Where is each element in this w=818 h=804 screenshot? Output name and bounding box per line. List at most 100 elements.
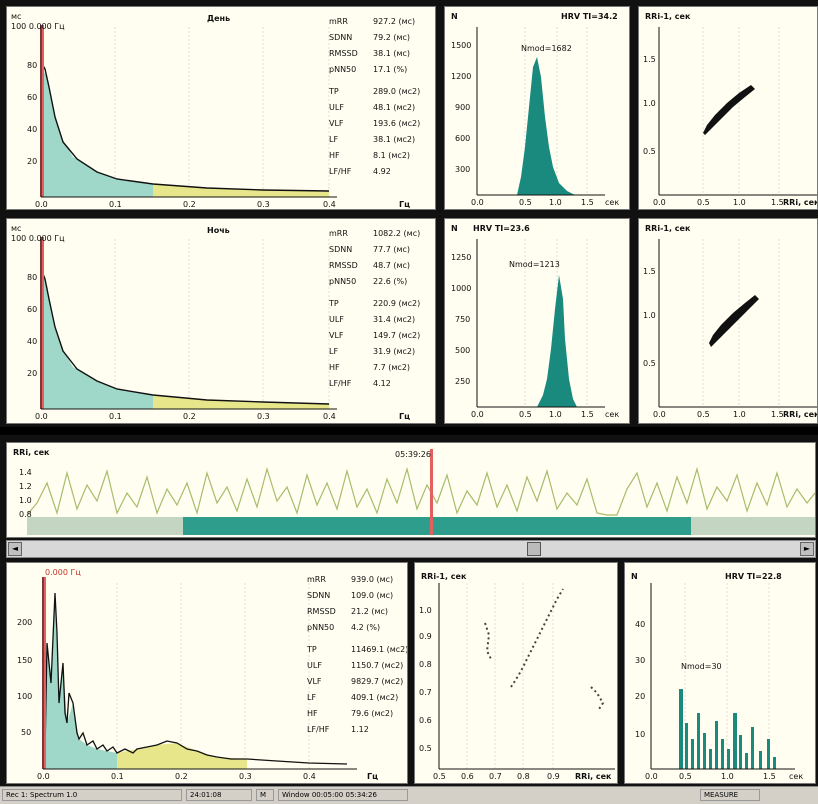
x-tick: 0.3	[257, 412, 270, 421]
day-spectrum-panel[interactable]: мс 100 0.000 Гц День 20 40 60 80 0.0 0.1…	[6, 6, 436, 210]
x-tick: 0.2	[183, 200, 196, 209]
window-scatter-points	[484, 622, 492, 660]
stat-name: TP	[329, 298, 339, 308]
x-tick: 0.8	[517, 772, 530, 781]
day-frequency-marker[interactable]	[40, 25, 44, 197]
timeline-scrollbar[interactable]: ◄ ►	[6, 540, 816, 558]
scroll-left-arrow-icon[interactable]: ◄	[8, 542, 22, 556]
x-tick: 0.9	[547, 772, 560, 781]
x-tick: 0.5	[519, 198, 532, 207]
window-spectrum-curve	[44, 592, 348, 765]
night-histogram-panel[interactable]: N HRV TI=23.6 Nmod=1213 250 500 750 1000…	[444, 218, 630, 424]
stat-value: 4.92	[373, 166, 391, 176]
night-scatter-panel[interactable]: RRi-1, сек 0.5 1.0 1.5 0.0 0.5 1.0 1.5 R…	[638, 218, 818, 424]
day-scatter-panel[interactable]: RRi-1, сек 0.5 1.0 1.5 0.0 0.5 1.0 1.5 R…	[638, 6, 818, 210]
stat-row: ULF 1150.7 (мс2)	[307, 657, 407, 673]
x-tick: 1.5	[581, 198, 594, 207]
night-frequency-marker[interactable]	[40, 237, 44, 409]
window-scatter-panel[interactable]: RRi-1, сек 1.0 0.9 0.8 0.7 0.6 0.5 0.5 0…	[414, 562, 618, 784]
y-tick: 50	[21, 728, 31, 737]
stat-row: RMSSD 48.7 (мс)	[329, 257, 433, 273]
rhythmogram-band	[27, 517, 183, 535]
stat-value: 220.9 (мс2)	[373, 298, 421, 308]
day-vlf-fill	[41, 67, 153, 197]
window-frequency-marker[interactable]	[42, 577, 46, 769]
stat-value: 48.7 (мс)	[373, 260, 411, 270]
y-tick: 10	[635, 730, 645, 739]
stat-name: LF/HF	[329, 378, 352, 388]
day-hist-mode: Nmod=1682	[521, 44, 572, 53]
day-spectrum-title: День	[207, 14, 230, 23]
status-record: Rec 1: Spectrum 1.0	[2, 789, 182, 801]
y-tick: 1.5	[643, 55, 656, 64]
night-spectrum-panel[interactable]: мс 100 0.000 Гц Ночь 20 40 60 80 0.0 0.1…	[6, 218, 436, 424]
x-tick: 1.5	[581, 410, 594, 419]
scroll-right-arrow-icon[interactable]: ►	[800, 542, 814, 556]
stat-row: HF 79.6 (мс2)	[307, 705, 407, 721]
x-tick: 0.4	[303, 772, 316, 781]
y-tick: 1.0	[643, 99, 656, 108]
x-tick: 0.6	[461, 772, 474, 781]
window-scatter-points	[590, 686, 605, 710]
stat-name: TP	[329, 86, 339, 96]
y-tick: 1000	[451, 284, 471, 293]
x-tick: 1.0	[733, 198, 746, 207]
stat-row: TP 11469.1 (мс2)	[307, 641, 407, 657]
stat-name: LF/HF	[329, 166, 352, 176]
stat-row: LF 38.1 (мс2)	[329, 131, 433, 147]
x-tick: 0.1	[111, 772, 124, 781]
y-tick: 0.7	[419, 688, 432, 697]
y-tick: 40	[27, 337, 37, 346]
y-tick: 1.0	[643, 311, 656, 320]
y-tick: 60	[27, 305, 37, 314]
x-tick: 0.2	[183, 412, 196, 421]
y-tick: 20	[27, 157, 37, 166]
stat-row: mRR 939.0 (мс)	[307, 571, 407, 587]
y-tick: 80	[27, 61, 37, 70]
stat-row: LF 31.9 (мс2)	[329, 343, 433, 359]
rhythmogram-panel[interactable]: RRi, сек 05:39:26 1.4 1.2 1.0 0.8	[6, 442, 816, 538]
stat-value: 4.2 (%)	[351, 622, 381, 632]
scroll-thumb[interactable]	[527, 542, 541, 556]
status-measure: MEASURE	[700, 789, 760, 801]
x-tick: 1.5	[763, 772, 776, 781]
stat-name: ULF	[329, 102, 344, 112]
stat-value: 8.1 (мс2)	[373, 150, 411, 160]
x-tick: 0.0	[653, 198, 666, 207]
stat-name: RMSSD	[329, 48, 358, 58]
stat-name: LF	[307, 692, 317, 702]
rhythmogram-cursor[interactable]	[430, 449, 433, 535]
stat-value: 38.1 (мс2)	[373, 134, 416, 144]
y-tick: 1.0	[19, 496, 32, 505]
stat-name: SDNN	[307, 590, 331, 600]
night-histogram-bars	[537, 275, 577, 407]
stat-value: 289.0 (мс2)	[373, 86, 421, 96]
x-tick: 0.5	[433, 772, 446, 781]
night-spectrum-title: Ночь	[207, 226, 230, 235]
stat-value: 409.1 (мс2)	[351, 692, 399, 702]
window-histogram-panel[interactable]: N HRV TI=22.8 Nmod=30 10 20 30 40 0.0 0.…	[624, 562, 816, 784]
night-scatter-title: RRi-1, сек	[645, 224, 691, 233]
y-tick: 30	[635, 656, 645, 665]
stat-value: 31.9 (мс2)	[373, 346, 416, 356]
stat-value: 48.1 (мс2)	[373, 102, 416, 112]
stat-row: TP 289.0 (мс2)	[329, 83, 433, 99]
window-marker-label: 0.000 Гц	[45, 568, 81, 577]
x-tick: 0.4	[323, 412, 336, 421]
night-hist-x-unit: сек	[605, 410, 619, 419]
night-hist-y-label: N	[451, 224, 458, 233]
window-scatter-x-unit: RRi, сек	[575, 772, 612, 781]
x-tick: 0.1	[109, 200, 122, 209]
stat-value: 79.2 (мс)	[373, 32, 411, 42]
y-tick: 750	[455, 315, 470, 324]
rhythmogram-chart: RRi, сек 05:39:26 1.4 1.2 1.0 0.8	[13, 448, 815, 535]
stat-value: 939.0 (мс)	[351, 574, 394, 584]
y-tick: 20	[27, 369, 37, 378]
night-vlf-fill	[41, 271, 153, 409]
window-spectrum-panel[interactable]: 0.000 Гц 200 150 100 50 0.0 0.1 0.2 0.3 …	[6, 562, 408, 784]
day-hist-x-unit: сек	[605, 198, 619, 207]
day-histogram-panel[interactable]: N HRV TI=34.2 Nmod=1682 300 600 900 1200…	[444, 6, 630, 210]
window-vlf-fill	[43, 593, 117, 769]
stat-row: pNN50 22.6 (%)	[329, 273, 433, 289]
night-y-unit: мс	[11, 224, 21, 233]
